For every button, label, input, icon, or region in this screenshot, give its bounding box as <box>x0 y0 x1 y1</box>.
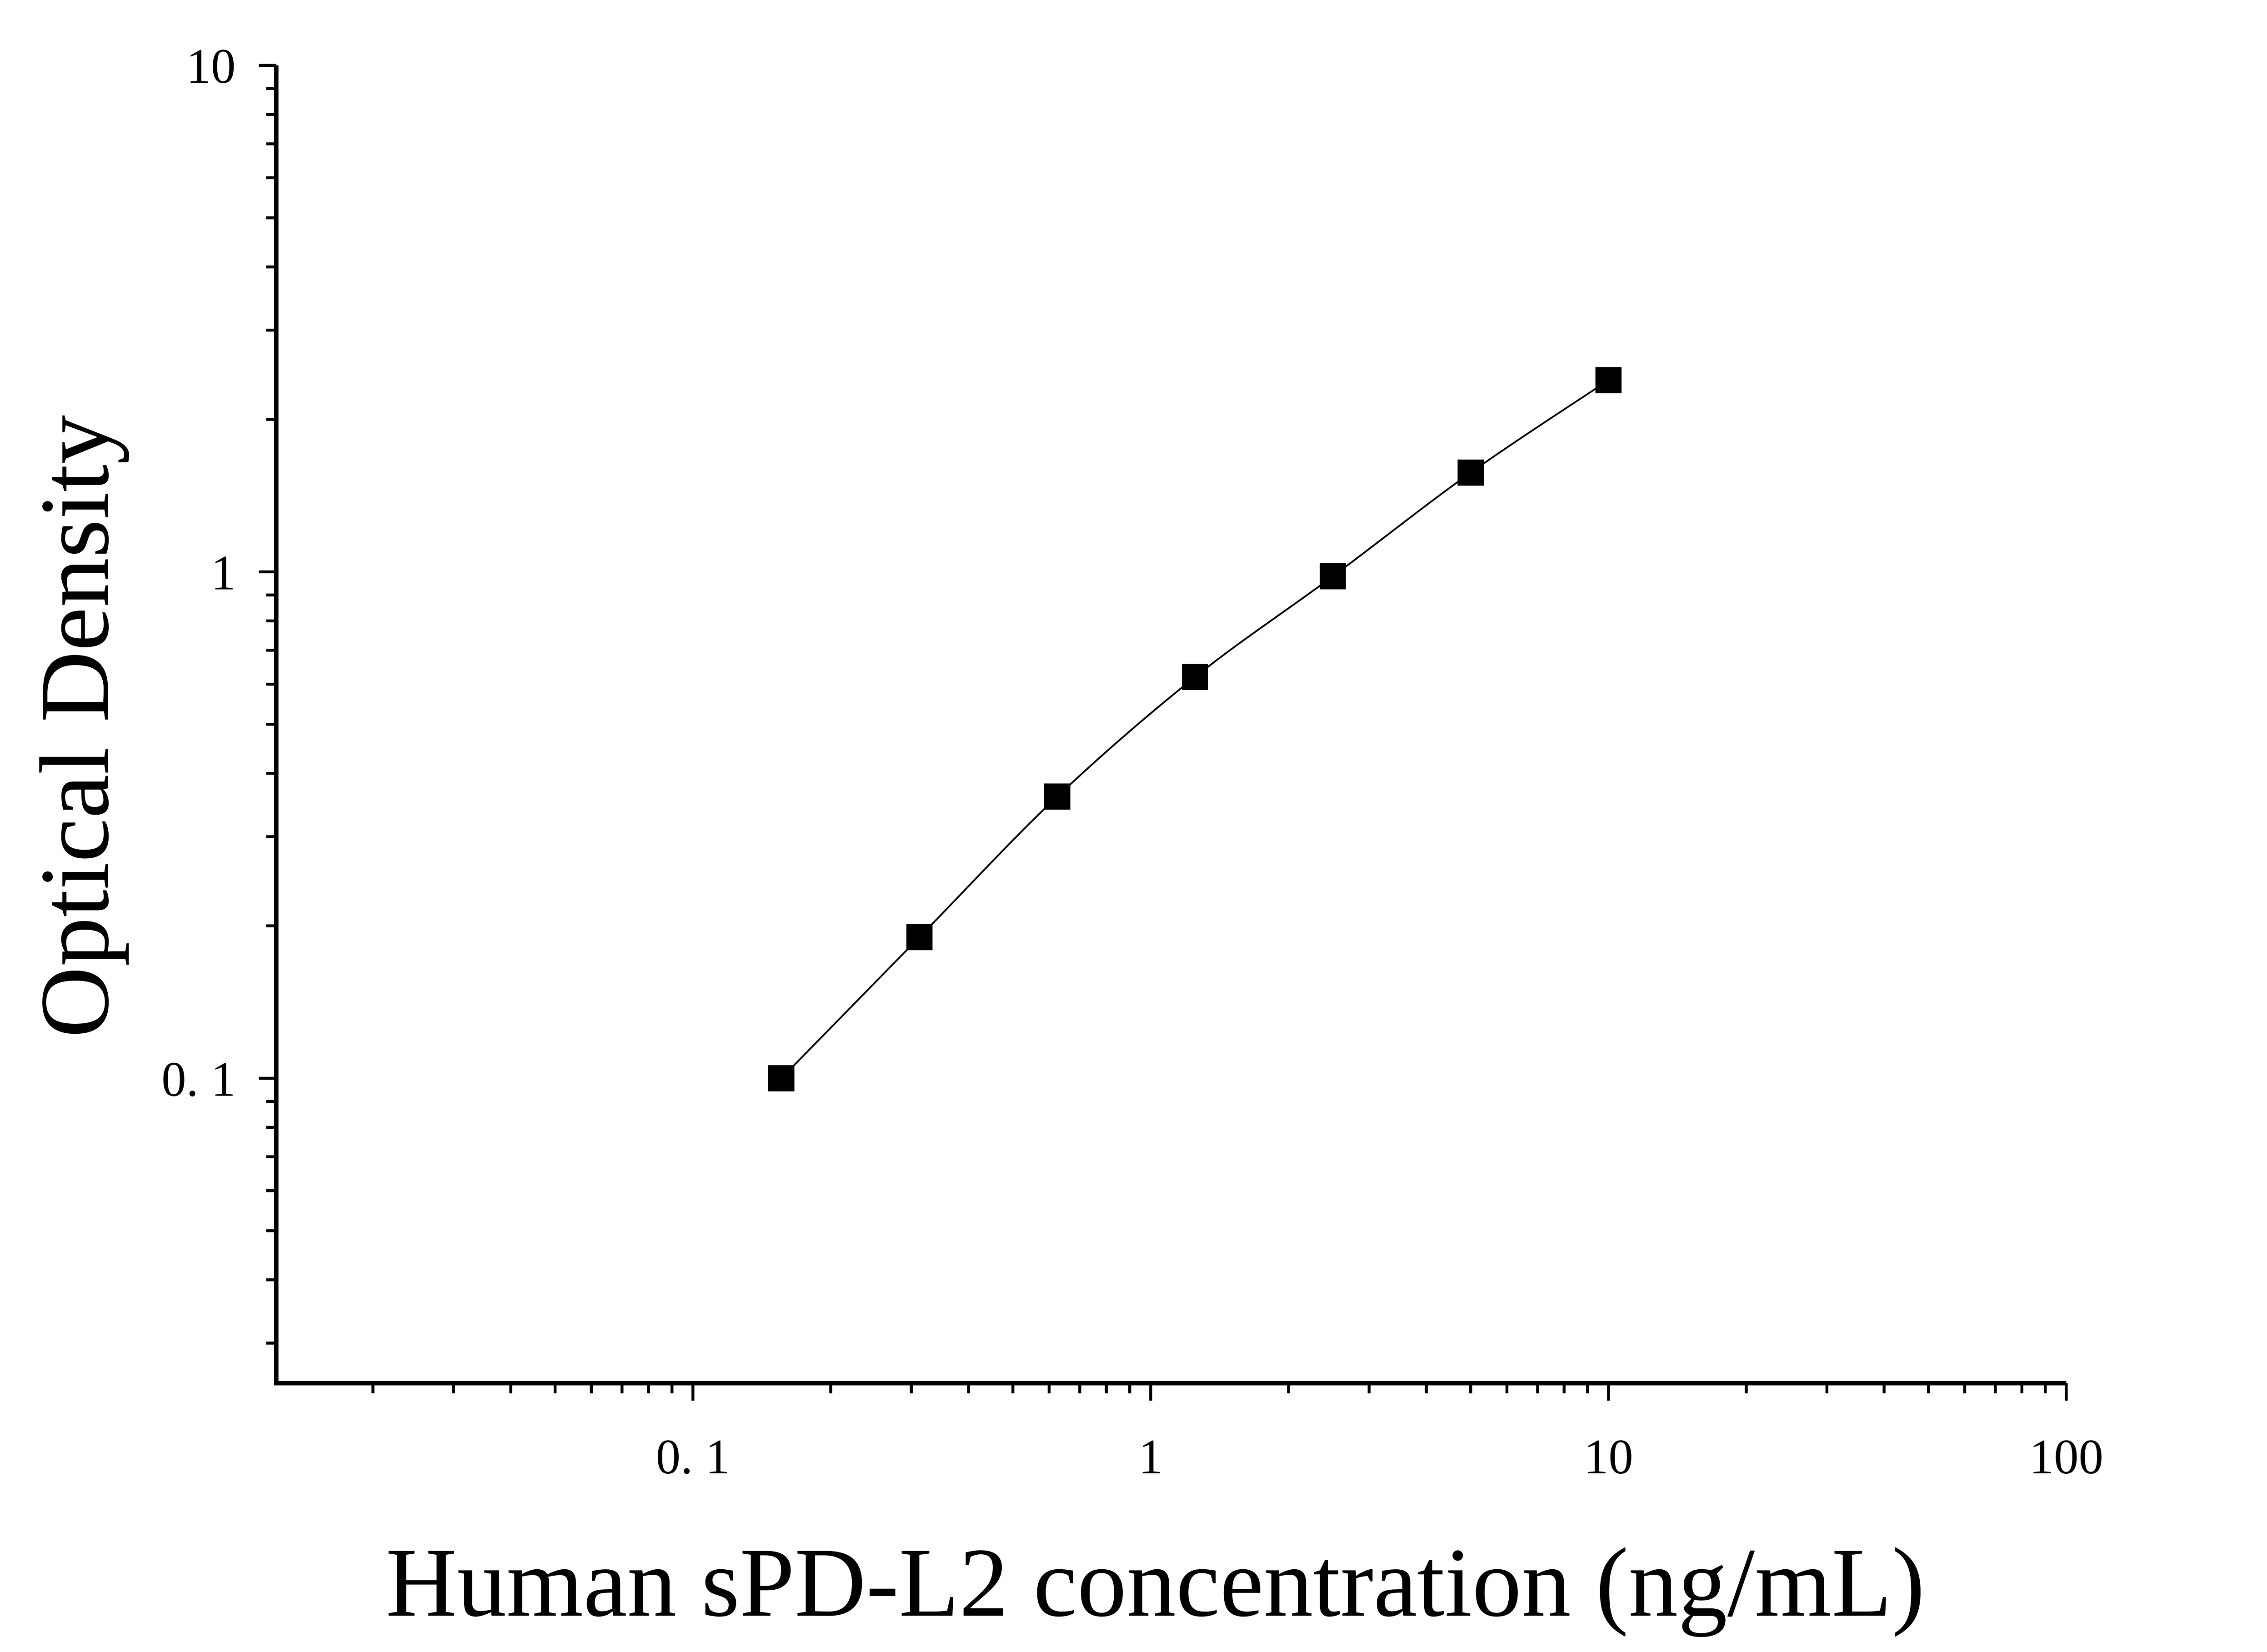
y-tick-label: 0. 1 <box>161 1051 235 1106</box>
data-point <box>1320 563 1346 590</box>
x-tick-label: 100 <box>2029 1429 2103 1484</box>
data-point <box>1182 664 1208 690</box>
x-axis-label: Human sPD-L2 concentration (ng/mL) <box>385 1528 1925 1637</box>
data-point <box>768 1065 795 1091</box>
x-tick-label: 0. 1 <box>656 1429 730 1484</box>
y-tick-label: 10 <box>186 39 236 94</box>
data-point <box>1595 367 1622 394</box>
data-point <box>1457 459 1484 486</box>
data-point <box>1044 783 1071 810</box>
fit-curve-layer <box>781 379 1609 1079</box>
y-axis-label: Optical Density <box>20 415 130 1038</box>
data-point <box>906 924 933 951</box>
ticks: 0. 1 1 10 100 0. 1 1 10 <box>161 39 2103 1484</box>
fit-curve <box>781 379 1609 1079</box>
x-tick-label: 1 <box>1138 1429 1163 1484</box>
data-points <box>768 367 1622 1091</box>
axes <box>274 65 2067 1386</box>
x-tick-label: 10 <box>1584 1429 1633 1484</box>
y-tick-label: 1 <box>211 545 235 600</box>
